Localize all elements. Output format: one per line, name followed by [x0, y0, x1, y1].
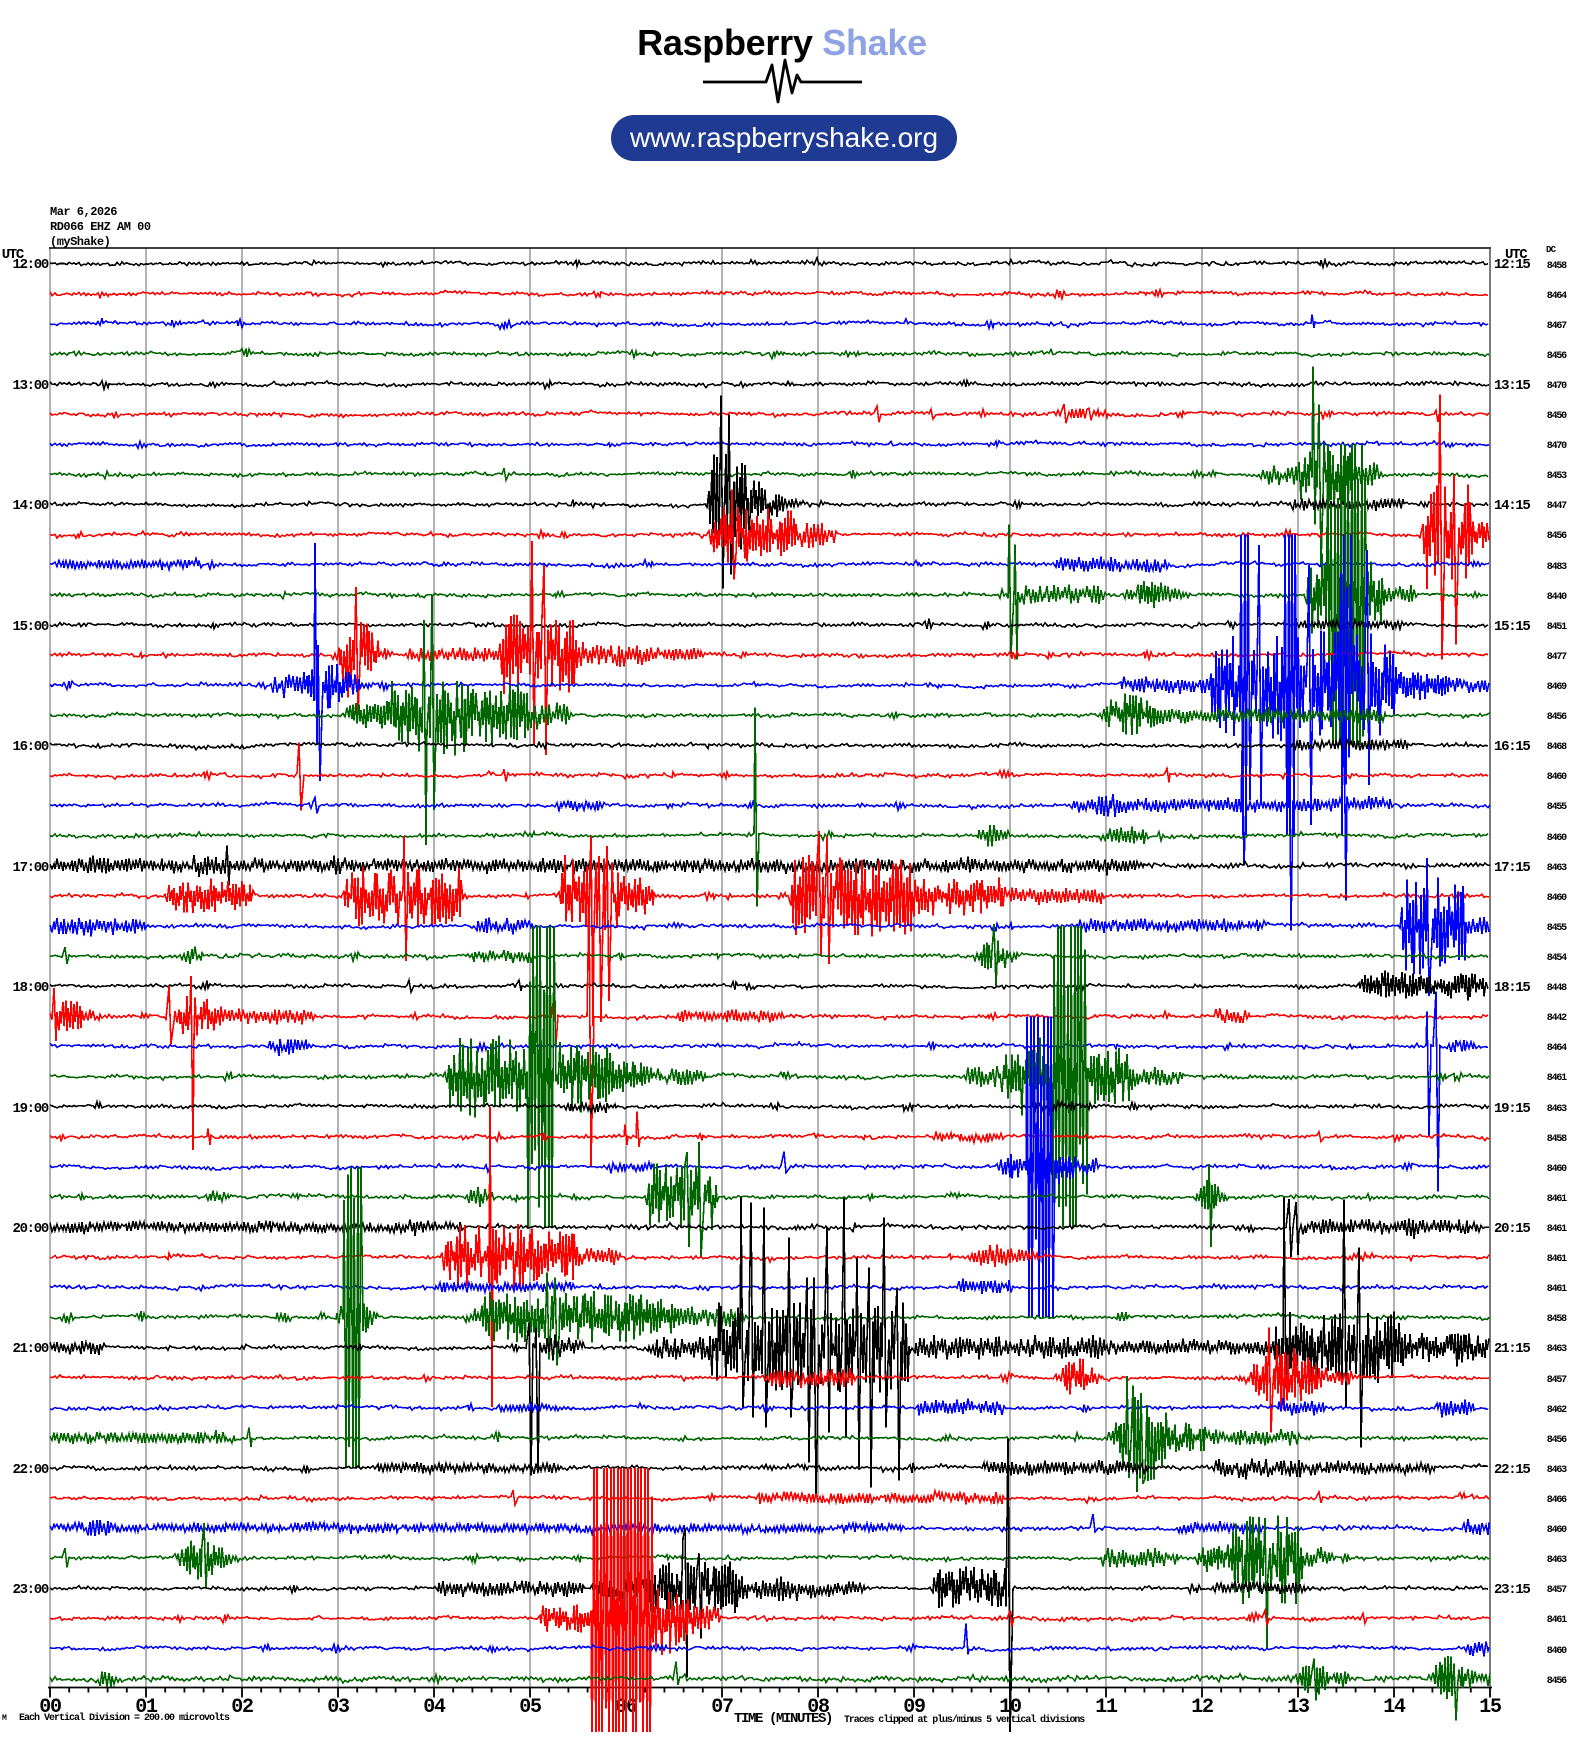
svg-text:23:15: 23:15 [1494, 1582, 1530, 1598]
svg-text:8470: 8470 [1547, 381, 1567, 392]
svg-text:8463: 8463 [1547, 1344, 1567, 1355]
svg-text:19:00: 19:00 [12, 1101, 48, 1117]
svg-text:23:00: 23:00 [12, 1582, 48, 1598]
svg-text:8450: 8450 [1547, 411, 1567, 422]
svg-text:8460: 8460 [1547, 893, 1567, 904]
svg-text:8462: 8462 [1547, 1405, 1567, 1416]
svg-text:8461: 8461 [1547, 1615, 1567, 1626]
svg-text:12:00: 12:00 [12, 257, 48, 273]
svg-text:22:00: 22:00 [12, 1462, 48, 1478]
svg-text:8458: 8458 [1547, 261, 1567, 272]
svg-text:8447: 8447 [1547, 501, 1567, 512]
svg-text:8470: 8470 [1547, 441, 1567, 452]
svg-text:(myShake): (myShake) [50, 235, 110, 249]
svg-text:8448: 8448 [1547, 983, 1567, 994]
svg-text:12:15: 12:15 [1494, 257, 1530, 273]
svg-text:8464: 8464 [1547, 1043, 1567, 1054]
svg-text:19:15: 19:15 [1494, 1101, 1530, 1117]
svg-text:8460: 8460 [1547, 772, 1567, 783]
svg-text:8463: 8463 [1547, 1465, 1567, 1476]
svg-text:15:15: 15:15 [1494, 619, 1530, 635]
svg-text:8458: 8458 [1547, 1314, 1567, 1325]
svg-text:20:15: 20:15 [1494, 1221, 1530, 1237]
svg-text:07: 07 [711, 1696, 733, 1719]
svg-text:00: 00 [39, 1696, 61, 1719]
svg-text:UTC: UTC [1505, 247, 1528, 263]
svg-text:17:15: 17:15 [1494, 860, 1530, 876]
svg-text:18:15: 18:15 [1494, 980, 1530, 996]
svg-text:16:15: 16:15 [1494, 739, 1530, 755]
svg-text:8467: 8467 [1547, 321, 1567, 332]
svg-text:8483: 8483 [1547, 562, 1567, 573]
svg-text:Raspberry Shake: Raspberry Shake [637, 22, 927, 63]
svg-text:21:15: 21:15 [1494, 1341, 1530, 1357]
svg-text:TIME (MINUTES): TIME (MINUTES) [734, 1711, 832, 1727]
svg-text:8466: 8466 [1547, 1495, 1567, 1506]
svg-text:8463: 8463 [1547, 1555, 1567, 1566]
svg-text:8451: 8451 [1547, 622, 1567, 633]
svg-text:09: 09 [903, 1696, 925, 1719]
svg-text:Mar 6,2026: Mar 6,2026 [50, 205, 117, 219]
svg-text:15:00: 15:00 [12, 619, 48, 635]
svg-text:8454: 8454 [1547, 953, 1567, 964]
svg-text:8460: 8460 [1547, 1164, 1567, 1175]
svg-text:14:00: 14:00 [12, 498, 48, 514]
svg-text:16:00: 16:00 [12, 739, 48, 755]
svg-text:21:00: 21:00 [12, 1341, 48, 1357]
svg-text:17:00: 17:00 [12, 860, 48, 876]
svg-text:01: 01 [135, 1696, 158, 1719]
svg-text:8453: 8453 [1547, 471, 1567, 482]
svg-text:8457: 8457 [1547, 1585, 1567, 1596]
svg-text:8455: 8455 [1547, 802, 1567, 813]
svg-text:8456: 8456 [1547, 351, 1567, 362]
svg-text:8440: 8440 [1547, 592, 1567, 603]
svg-text:20:00: 20:00 [12, 1221, 48, 1237]
svg-text:UTC: UTC [2, 247, 25, 263]
svg-text:8464: 8464 [1547, 291, 1567, 302]
svg-text:8457: 8457 [1547, 1375, 1567, 1386]
svg-text:8455: 8455 [1547, 923, 1567, 934]
svg-text:13:00: 13:00 [12, 378, 48, 394]
svg-text:14: 14 [1383, 1696, 1406, 1719]
svg-text:18:00: 18:00 [12, 980, 48, 996]
svg-text:M: M [2, 1714, 7, 1723]
svg-text:www.raspberryshake.org: www.raspberryshake.org [629, 122, 938, 153]
svg-text:8461: 8461 [1547, 1073, 1567, 1084]
svg-text:DC: DC [1546, 245, 1557, 255]
svg-text:8456: 8456 [1547, 1676, 1567, 1687]
svg-text:8456: 8456 [1547, 1435, 1567, 1446]
svg-text:8461: 8461 [1547, 1224, 1567, 1235]
svg-text:13:15: 13:15 [1494, 378, 1530, 394]
svg-text:8468: 8468 [1547, 742, 1567, 753]
svg-text:8460: 8460 [1547, 1646, 1567, 1657]
svg-text:8460: 8460 [1547, 1525, 1567, 1536]
svg-text:11: 11 [1095, 1696, 1118, 1719]
svg-text:8458: 8458 [1547, 1134, 1567, 1145]
svg-text:22:15: 22:15 [1494, 1462, 1530, 1478]
svg-text:RD066 EHZ AM 00: RD066 EHZ AM 00 [50, 220, 151, 234]
svg-text:04: 04 [423, 1696, 446, 1719]
svg-text:15: 15 [1479, 1696, 1501, 1719]
svg-text:8477: 8477 [1547, 652, 1567, 663]
svg-text:8460: 8460 [1547, 833, 1567, 844]
svg-text:14:15: 14:15 [1494, 498, 1530, 514]
svg-text:8463: 8463 [1547, 1104, 1567, 1115]
svg-text:8456: 8456 [1547, 531, 1567, 542]
svg-text:05: 05 [519, 1696, 541, 1719]
svg-text:08: 08 [807, 1696, 829, 1719]
svg-text:8463: 8463 [1547, 863, 1567, 874]
svg-text:8442: 8442 [1547, 1013, 1567, 1024]
svg-text:13: 13 [1287, 1696, 1309, 1719]
svg-text:03: 03 [327, 1696, 349, 1719]
svg-text:02: 02 [231, 1696, 253, 1719]
svg-text:8469: 8469 [1547, 682, 1567, 693]
svg-text:8461: 8461 [1547, 1194, 1567, 1205]
svg-text:Each Vertical Division = 200.: Each Vertical Division = 200.00 microvol… [19, 1712, 230, 1724]
svg-text:8461: 8461 [1547, 1254, 1567, 1265]
svg-text:8456: 8456 [1547, 712, 1567, 723]
svg-text:8461: 8461 [1547, 1284, 1567, 1295]
svg-text:12: 12 [1191, 1696, 1213, 1719]
svg-text:Traces clipped at plus/minus 5: Traces clipped at plus/minus 5 vertical … [844, 1714, 1085, 1726]
